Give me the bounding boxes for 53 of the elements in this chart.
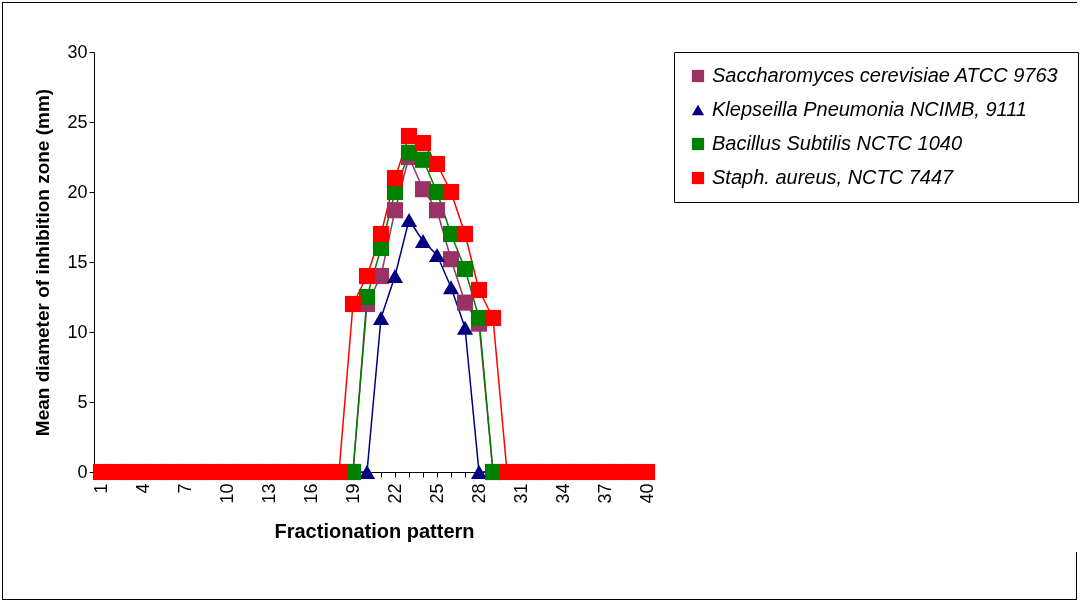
y-tick-label: 5 (77, 391, 88, 412)
point (428, 248, 446, 262)
x-tick-label: 13 (258, 483, 279, 504)
x-tick-label: 7 (174, 483, 195, 494)
legend-label: Bacillus Subtilis NCTC 1040 (712, 132, 963, 154)
point (442, 251, 460, 268)
y-axis-title: Mean diameter of inhibition zone (mm) (32, 88, 54, 437)
point (330, 463, 348, 481)
point (442, 280, 460, 295)
point (470, 281, 488, 299)
point (484, 309, 502, 327)
x-tick-label: 16 (300, 483, 321, 504)
point (358, 267, 376, 285)
y-tick-label: 15 (67, 251, 88, 272)
x-tick-label: 40 (636, 483, 657, 504)
x-tick-label: 1 (90, 483, 111, 494)
y-tick-label: 25 (67, 111, 88, 132)
y-tick-label: 0 (77, 461, 88, 482)
point (358, 288, 376, 306)
x-tick-label: 19 (342, 483, 363, 504)
y-tick-label: 20 (67, 181, 88, 202)
x-tick-label: 4 (132, 483, 153, 494)
point (400, 213, 418, 227)
x-axis-title: Fractionation pattern (274, 519, 475, 542)
point (456, 260, 474, 278)
point (428, 155, 446, 173)
point (372, 311, 390, 325)
point (456, 294, 474, 311)
y-tick-label: 10 (67, 321, 88, 342)
point (386, 169, 404, 187)
point (344, 295, 362, 313)
x-tick-label: 10 (216, 483, 237, 504)
point (386, 269, 404, 283)
x-tick-label: 25 (426, 483, 447, 504)
legend-label: Staph. aureus, NCTC 7447 (712, 166, 955, 188)
x-tick-label: 37 (594, 483, 615, 504)
x-tick-label: 28 (468, 483, 489, 504)
point (414, 134, 432, 152)
y-tick-label: 30 (67, 41, 88, 62)
x-tick-label: 31 (510, 483, 531, 504)
point (456, 225, 474, 243)
point (386, 202, 404, 219)
point (400, 127, 418, 145)
x-tick-label: 34 (552, 483, 573, 504)
point (372, 225, 390, 243)
point (456, 320, 474, 335)
point (428, 202, 446, 219)
legend-label: Saccharomyces cerevisiae ATCC 9763 (712, 64, 1058, 86)
point (442, 183, 460, 201)
legend-label: Klepseilla Pneumonia NCIMB, 9111 (712, 98, 1027, 120)
point (414, 234, 432, 248)
point (638, 463, 656, 481)
x-tick-label: 22 (384, 483, 405, 504)
